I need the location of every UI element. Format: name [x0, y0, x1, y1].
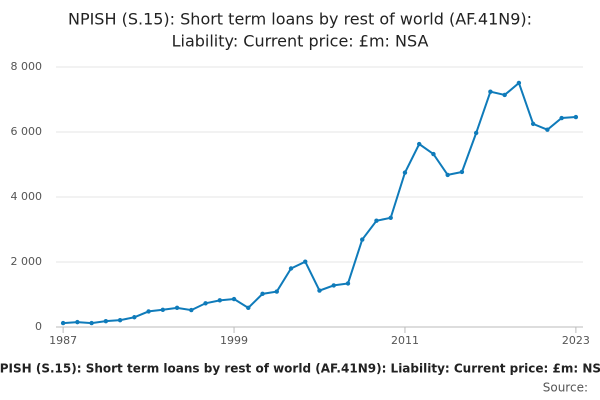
series-line	[63, 81, 576, 325]
point	[502, 92, 507, 98]
point	[132, 315, 137, 320]
point	[60, 320, 66, 326]
point	[402, 170, 408, 175]
legend-entry: NPISH (S.15): Short term loans by rest o…	[0, 362, 600, 376]
point	[217, 298, 222, 303]
point	[488, 89, 493, 94]
y-tick-label: 2 000	[11, 255, 43, 268]
chart-title: NPISH (S.15): Short term loans by rest o…	[68, 10, 532, 29]
point	[559, 115, 564, 121]
point	[516, 80, 522, 86]
source: Source:	[543, 381, 588, 395]
point	[174, 305, 180, 311]
point	[231, 296, 237, 302]
point	[303, 259, 308, 264]
point	[360, 237, 365, 242]
point	[530, 121, 536, 127]
point	[459, 169, 465, 175]
point	[260, 291, 265, 297]
point	[545, 127, 550, 132]
point	[573, 114, 579, 120]
x-tick-label: 2011	[391, 334, 419, 347]
x-tick-label: 1999	[220, 334, 248, 347]
y-tick-label: 8 000	[11, 60, 43, 73]
chart-title: Liability: Current price: £m: NSA	[172, 32, 429, 51]
point	[160, 307, 166, 312]
point	[374, 218, 379, 223]
point	[117, 317, 123, 323]
y-tick-label: 6 000	[11, 125, 43, 138]
point	[417, 141, 422, 147]
point	[288, 266, 294, 271]
point	[146, 309, 151, 314]
y-tick-label: 4 000	[11, 190, 43, 203]
point	[445, 172, 450, 178]
point	[345, 281, 351, 286]
point	[189, 307, 194, 313]
point	[431, 151, 436, 157]
point	[75, 319, 80, 325]
point	[246, 305, 251, 311]
point	[203, 301, 208, 306]
point	[103, 318, 109, 324]
y-tick-label: 0	[35, 320, 42, 333]
point	[89, 320, 94, 326]
point	[317, 288, 322, 293]
point	[331, 283, 336, 288]
point	[388, 215, 393, 220]
x-tick-label: 2023	[562, 334, 590, 347]
point	[274, 289, 279, 294]
x-tick-label: 1987	[49, 334, 77, 347]
point	[473, 130, 479, 136]
